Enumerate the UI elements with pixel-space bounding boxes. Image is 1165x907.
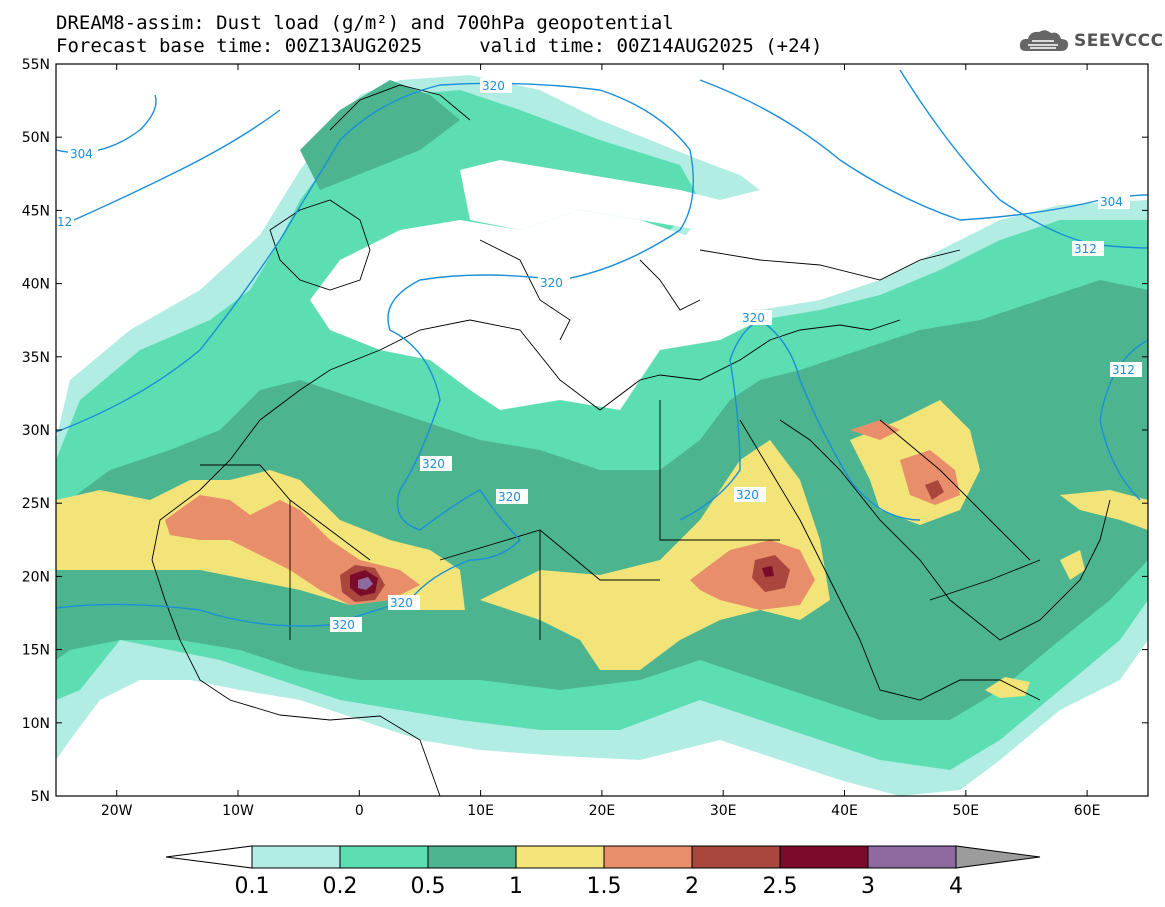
lon-label: 50E [952, 803, 979, 819]
lat-label: 15N [22, 643, 50, 659]
cloud-icon [1019, 30, 1069, 51]
contour-label: 320 [736, 488, 759, 502]
dust-level-1-oman [1060, 550, 1085, 580]
chart-title-line2: Forecast base time: 00Z13AUG2025 valid t… [56, 35, 823, 57]
colorbar-label: 2.5 [763, 874, 798, 899]
colorbar-label: 0.5 [411, 874, 446, 899]
lat-label: 30N [22, 423, 50, 439]
lat-label: 50N [22, 130, 50, 146]
lon-label: 10W [222, 803, 254, 819]
lat-axis: 55N 50N 45N 40N 35N 30N 25N 20N 15N 10N 5N [22, 57, 1148, 805]
dust-level-3-core [358, 577, 373, 590]
dust-level-0.5-north [300, 80, 460, 190]
colorbar-label: 3 [861, 874, 875, 899]
colorbar-label: 1 [509, 874, 523, 899]
dust-level-2.5-sudan [762, 566, 774, 577]
colorbar-segment [867, 845, 957, 869]
dust-field [56, 69, 1148, 796]
contour-label: 320 [332, 618, 355, 632]
lat-label: 10N [22, 716, 50, 732]
colorbar: 0.1 0.2 0.5 1 1.5 2 2.5 3 4 [165, 845, 1041, 899]
colorbar-segment [515, 845, 605, 869]
chart-title-line1: DREAM8-assim: Dust load (g/m²) and 700hP… [56, 12, 674, 34]
dust-level-1.5-iraq [850, 420, 900, 440]
colorbar-over-triangle [955, 845, 1041, 869]
seevccc-logo: SEEVCCC [1018, 26, 1164, 56]
lat-label: 20N [22, 569, 50, 585]
contour-label: 320 [498, 490, 521, 504]
logo-text: SEEVCCC [1074, 31, 1164, 51]
colorbar-segment [779, 845, 869, 869]
contour-label: 320 [742, 311, 765, 325]
contour-label: 320 [482, 79, 505, 93]
contour-label: 320 [390, 596, 413, 610]
lat-label: 5N [31, 789, 50, 805]
dust-level-1.5-arabia [900, 450, 960, 505]
lon-label: 20W [101, 803, 133, 819]
colorbar-label: 0.1 [235, 874, 270, 899]
clear-europe [460, 160, 720, 230]
lon-label: 40E [831, 803, 858, 819]
coastlines [151, 84, 1111, 796]
colorbar-label: 4 [949, 874, 963, 899]
lon-label: 20E [589, 803, 616, 819]
lat-label: 55N [22, 57, 50, 73]
colorbar-label: 2 [685, 874, 699, 899]
colorbar-label: 0.2 [323, 874, 358, 899]
lat-label: 45N [22, 203, 50, 219]
lon-label: 10E [467, 803, 494, 819]
colorbar-segment [339, 845, 429, 869]
lat-label: 25N [22, 496, 50, 512]
lon-label: 30E [710, 803, 737, 819]
lat-label: 35N [22, 350, 50, 366]
clear-mediterranean [310, 210, 760, 410]
lat-label: 40N [22, 277, 50, 293]
lon-label: 0 [355, 803, 364, 819]
contour-label: 320 [422, 457, 445, 471]
contour-label: 312 [1074, 242, 1097, 256]
colorbar-label: 1.5 [587, 874, 622, 899]
contour-label: 304 [70, 147, 93, 161]
contour-label: 12 [57, 215, 72, 229]
dust-level-0.5 [56, 280, 1148, 720]
dust-level-1-somalia [985, 677, 1030, 698]
colorbar-under-triangle [165, 845, 253, 869]
colorbar-segment [603, 845, 693, 869]
contour-labels: 304 12 320 320 320 320 320 320 320 320 3… [56, 78, 1142, 632]
contour-label: 312 [1112, 363, 1135, 377]
dust-level-1-gulf [1060, 490, 1148, 530]
contour-label: 320 [540, 276, 563, 290]
colorbar-segment [251, 845, 341, 869]
contour-label: 304 [1100, 195, 1123, 209]
lon-axis: 20W 10W 0 10E 20E 30E 40E 50E 60E [101, 64, 1101, 819]
dust-level-2-arabia [925, 480, 944, 500]
lon-label: 60E [1074, 803, 1101, 819]
colorbar-segment [427, 845, 517, 869]
colorbar-segment [691, 845, 781, 869]
